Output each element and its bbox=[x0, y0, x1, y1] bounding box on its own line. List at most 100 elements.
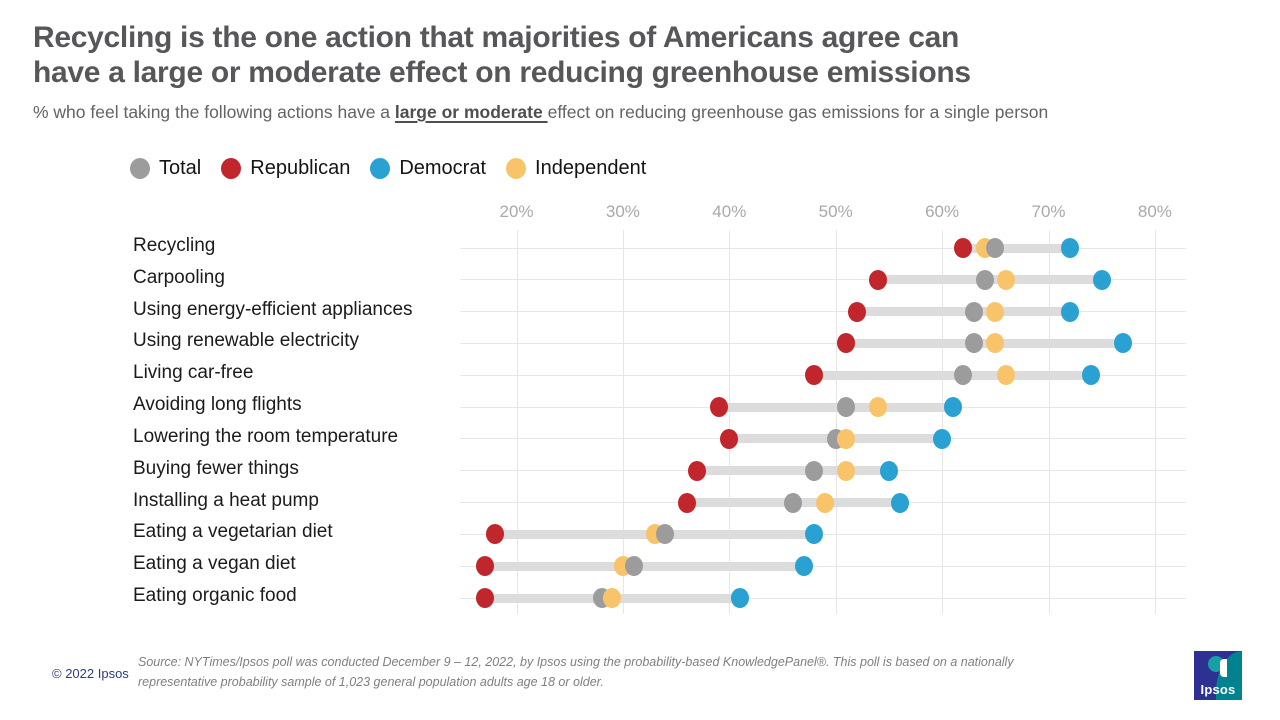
x-gridline bbox=[1048, 230, 1050, 614]
dot-democrat bbox=[730, 588, 749, 609]
dot-independent bbox=[996, 365, 1015, 386]
range-bar bbox=[837, 338, 1132, 348]
row-label: Using energy-efficient appliances bbox=[133, 298, 413, 320]
dot-democrat bbox=[933, 428, 952, 449]
page-title: Recycling is the one action that majorit… bbox=[33, 20, 971, 90]
legend-dot-icon bbox=[506, 158, 527, 179]
legend-label: Independent bbox=[535, 157, 647, 179]
dot-independent bbox=[816, 492, 835, 513]
logo-wordmark: Ipsos bbox=[1200, 682, 1236, 697]
dot-democrat bbox=[890, 492, 909, 513]
x-axis-tick-label: 30% bbox=[605, 202, 640, 221]
dot-republican bbox=[837, 333, 856, 354]
source-note: Source: NYTimes/Ipsos poll was conducted… bbox=[138, 652, 1014, 692]
row-label: Lowering the room temperature bbox=[133, 425, 399, 447]
row-gridline bbox=[460, 279, 1186, 281]
chart-legend: Total Republican Democrat Independent bbox=[130, 157, 646, 180]
dot-republican bbox=[486, 524, 505, 545]
dot-republican bbox=[475, 556, 494, 577]
dot-democrat bbox=[1060, 301, 1079, 322]
range-bar bbox=[847, 307, 1079, 317]
dot-democrat bbox=[1092, 269, 1111, 290]
row-label: Buying fewer things bbox=[133, 457, 299, 479]
x-axis-tick-label: 20% bbox=[499, 202, 534, 221]
range-bar bbox=[954, 243, 1079, 253]
dot-independent bbox=[986, 333, 1005, 354]
range-bar bbox=[475, 561, 813, 571]
row-gridline bbox=[460, 597, 1186, 599]
row-label: Eating a vegetarian diet bbox=[133, 521, 333, 543]
dot-republican bbox=[709, 397, 728, 418]
x-axis-tick-label: 70% bbox=[1031, 202, 1066, 221]
dot-republican bbox=[805, 365, 824, 386]
dot-democrat bbox=[805, 524, 824, 545]
title-line-1: Recycling is the one action that majorit… bbox=[33, 21, 960, 54]
x-axis-tick-label: 60% bbox=[925, 202, 960, 221]
dot-republican bbox=[688, 460, 707, 481]
row-gridline bbox=[460, 342, 1186, 344]
source-line-2: representative probability sample of 1,0… bbox=[138, 675, 604, 689]
dot-independent bbox=[837, 460, 856, 481]
row-label: Living car-free bbox=[133, 362, 254, 384]
dot-independent bbox=[996, 269, 1015, 290]
logo-face-icon bbox=[1220, 659, 1227, 677]
dot-republican bbox=[869, 269, 888, 290]
dot-democrat bbox=[1060, 238, 1079, 258]
dot-republican bbox=[475, 588, 494, 609]
dot-total bbox=[837, 397, 856, 418]
range-bar bbox=[688, 466, 898, 476]
legend-label: Democrat bbox=[399, 157, 487, 179]
dot-independent bbox=[986, 301, 1005, 322]
row-label: Eating organic food bbox=[133, 585, 297, 607]
dot-total bbox=[975, 269, 994, 290]
dot-democrat bbox=[794, 556, 813, 577]
dot-total bbox=[624, 556, 643, 577]
row-gridline bbox=[460, 311, 1186, 313]
dot-democrat bbox=[943, 397, 962, 418]
dot-democrat bbox=[1113, 333, 1132, 354]
ipsos-logo: Ipsos bbox=[1194, 651, 1242, 700]
dot-democrat bbox=[879, 460, 898, 481]
chart-subtitle: % who feel taking the following actions … bbox=[33, 102, 1048, 123]
row-label: Using renewable electricity bbox=[133, 330, 359, 352]
row-label: Eating a vegan diet bbox=[133, 553, 296, 575]
dot-total bbox=[986, 238, 1005, 258]
x-gridline bbox=[622, 230, 624, 614]
legend-label: Total bbox=[159, 157, 202, 179]
dot-total bbox=[805, 460, 824, 481]
dot-independent bbox=[869, 397, 888, 418]
dot-independent bbox=[603, 588, 622, 609]
x-gridline bbox=[516, 230, 518, 614]
source-line-1: Source: NYTimes/Ipsos poll was conducted… bbox=[138, 655, 1014, 669]
row-label: Installing a heat pump bbox=[133, 489, 319, 511]
row-gridline bbox=[460, 247, 1186, 249]
x-axis-tick-label: 40% bbox=[712, 202, 747, 221]
dot-republican bbox=[720, 428, 739, 449]
legend-dot-icon bbox=[370, 158, 391, 179]
subtitle-suffix: effect on reducing greenhouse gas emissi… bbox=[547, 102, 1049, 122]
dot-independent bbox=[837, 428, 856, 449]
x-gridline bbox=[942, 230, 944, 614]
legend-item-republican: Republican bbox=[221, 157, 350, 180]
subtitle-prefix: % who feel taking the following actions … bbox=[33, 102, 395, 122]
subtitle-emphasis: large or moderate bbox=[394, 102, 548, 122]
dot-total bbox=[784, 492, 803, 513]
dot-total bbox=[954, 365, 973, 386]
dot-total bbox=[965, 333, 984, 354]
legend-item-democrat: Democrat bbox=[370, 157, 486, 180]
range-bar bbox=[709, 402, 962, 412]
dot-democrat bbox=[1082, 365, 1101, 386]
x-gridline bbox=[729, 230, 731, 614]
x-gridline bbox=[1154, 230, 1156, 614]
legend-dot-icon bbox=[221, 158, 242, 179]
dot-republican bbox=[677, 492, 696, 513]
row-label: Recycling bbox=[133, 235, 216, 256]
dot-republican bbox=[954, 238, 973, 258]
legend-item-independent: Independent bbox=[506, 157, 646, 180]
range-bar bbox=[805, 370, 1101, 380]
title-line-2: have a large or moderate effect on reduc… bbox=[33, 56, 971, 89]
legend-item-total: Total bbox=[130, 157, 201, 180]
copyright-text: © 2022 Ipsos bbox=[52, 666, 129, 681]
dot-total bbox=[965, 301, 984, 322]
